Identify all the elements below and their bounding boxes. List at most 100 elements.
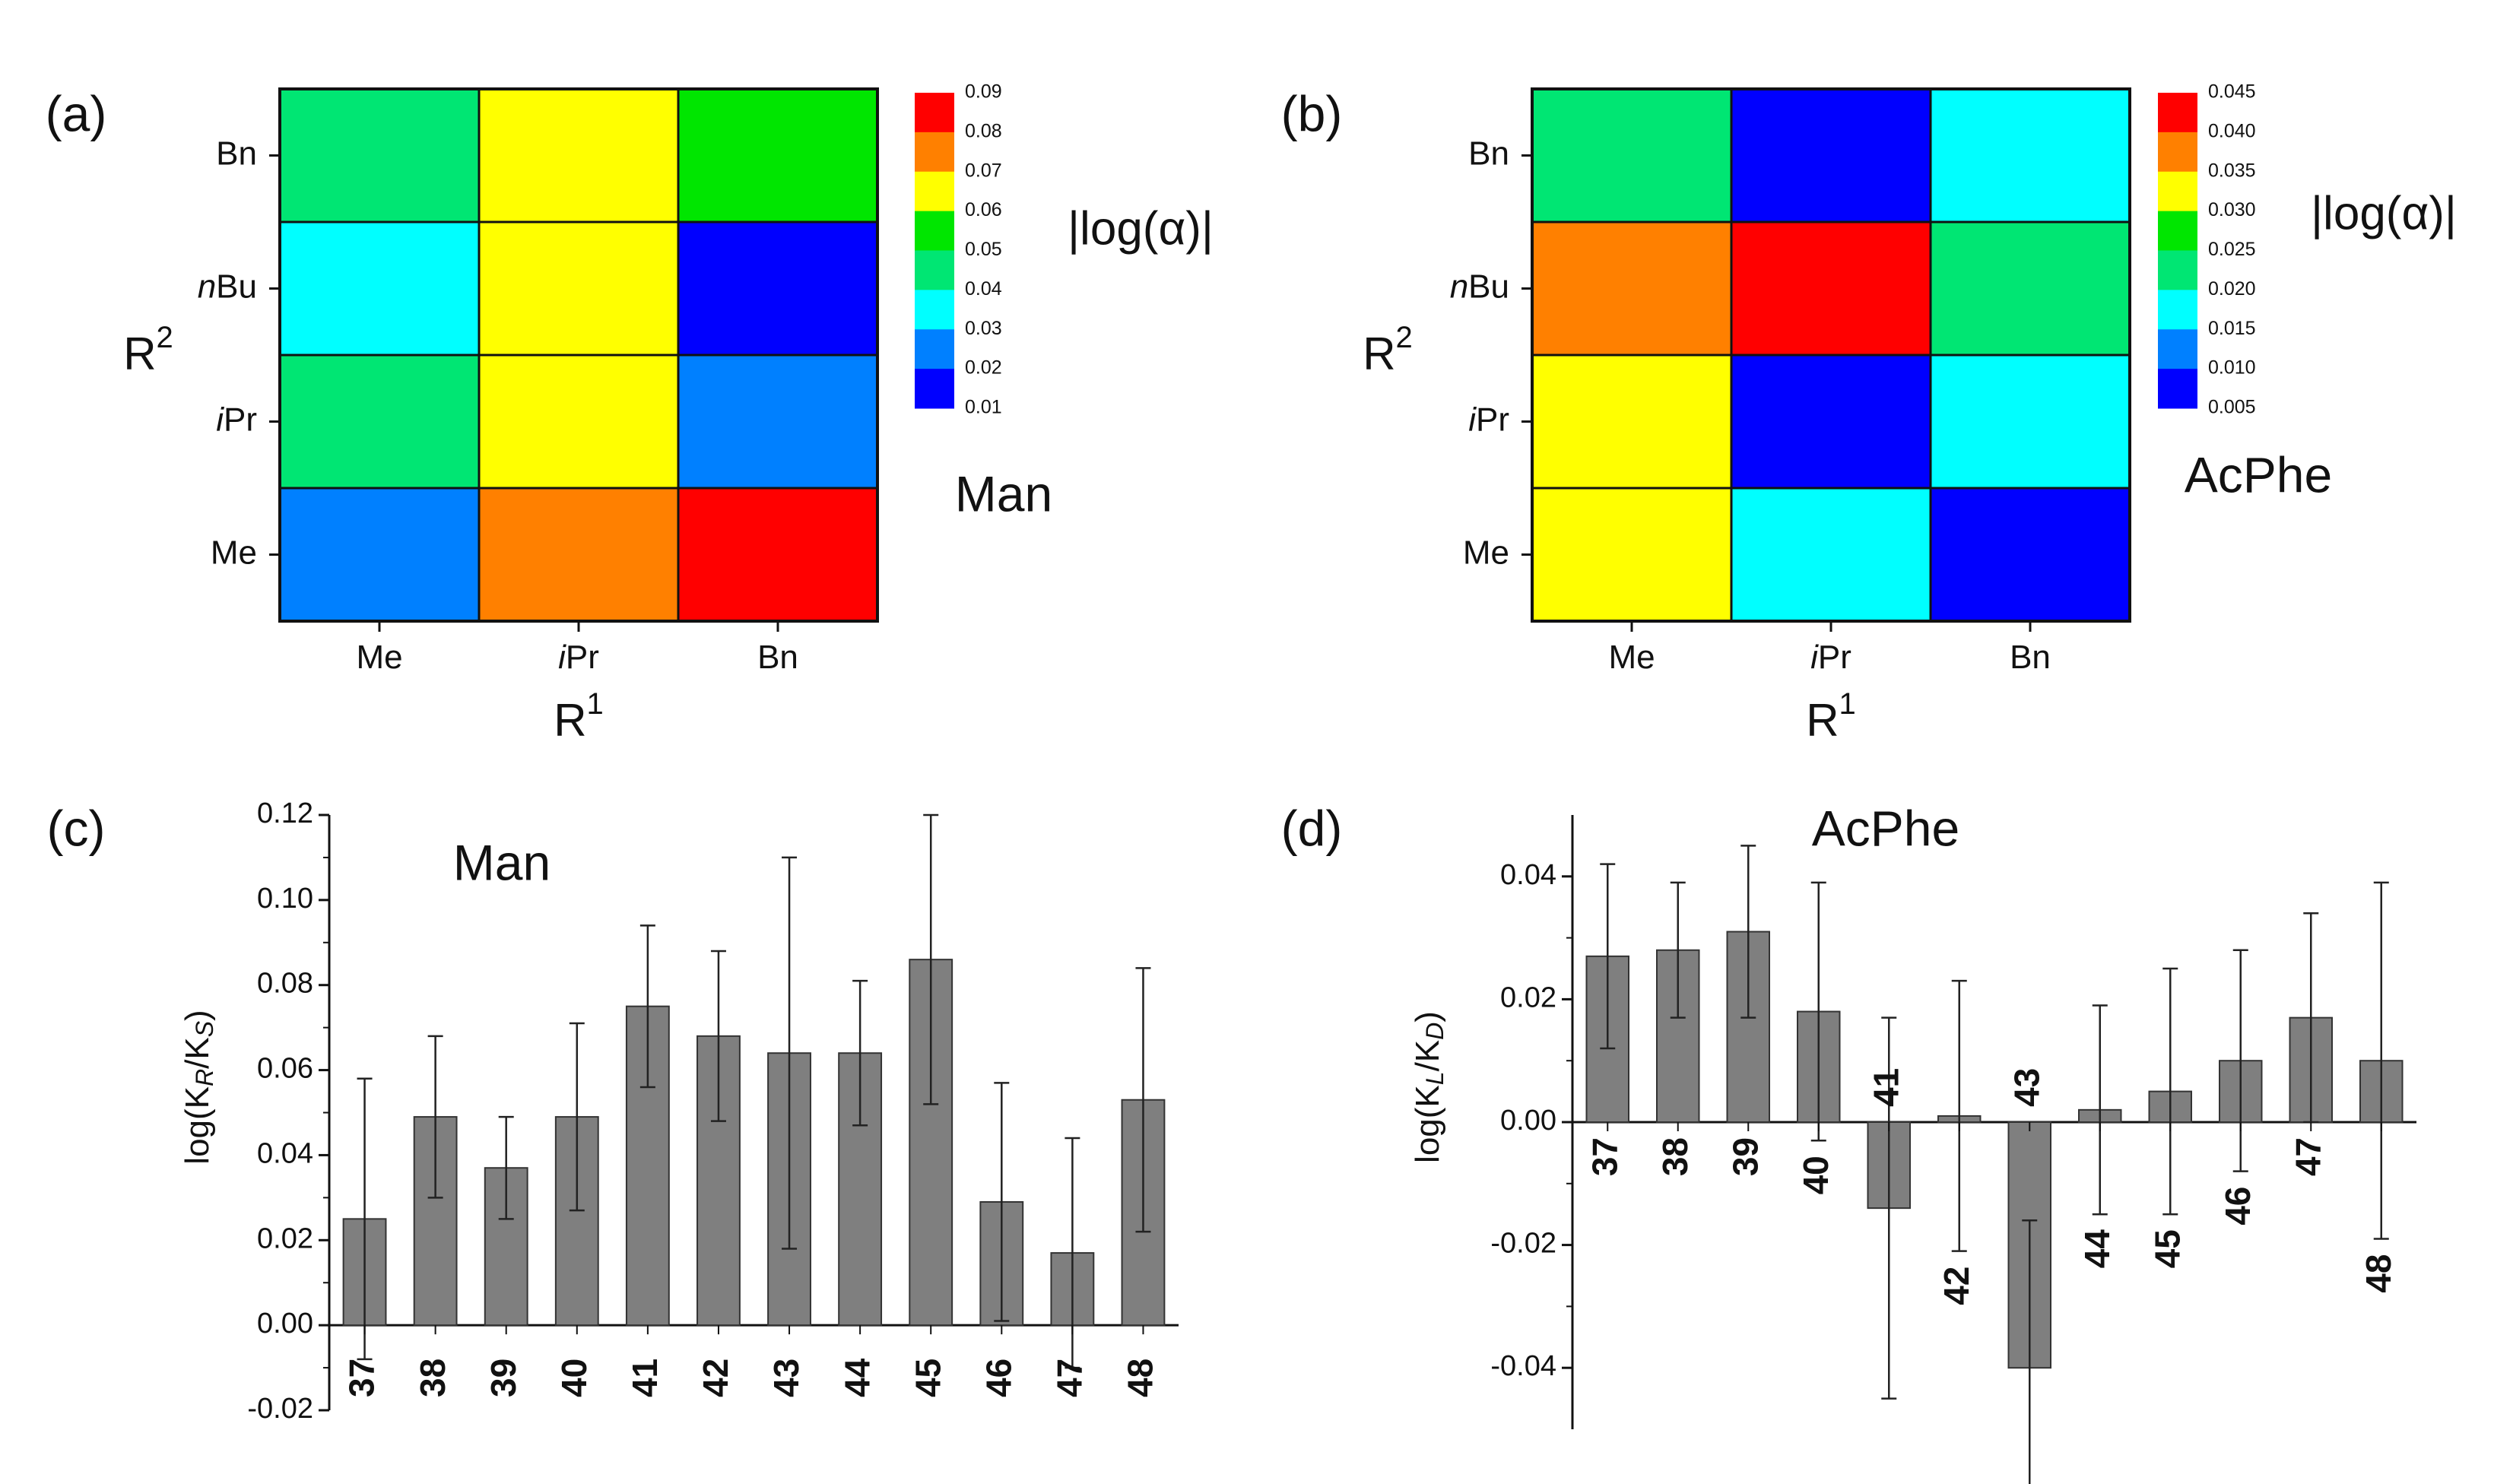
heatmap-grid [278, 87, 879, 623]
heatmap-cell [278, 87, 481, 224]
x-category-label: 40 [1796, 1156, 1836, 1194]
label-name: Pr [1818, 639, 1851, 676]
axis-title-main: R [1363, 328, 1395, 379]
y-tick-label: 0.12 [257, 797, 313, 829]
x-category-label: 48 [1121, 1359, 1160, 1397]
colorbar-tick-label: 0.015 [2208, 318, 2256, 339]
heatmap-cell [1929, 87, 2131, 224]
x-category-label: Bn [757, 639, 798, 676]
y-category-label: nBu [198, 268, 257, 305]
y-tick-label: 0.02 [257, 1222, 313, 1254]
axis-title-main: /K [1409, 1040, 1446, 1072]
y-axis-title: log(KR/KS) [179, 1010, 219, 1164]
label-prefix: n [198, 268, 216, 305]
x-category-label: 44 [837, 1358, 877, 1397]
label-name: Me [1608, 639, 1655, 676]
heatmap-cell [1730, 487, 1932, 623]
axis-title-superscript: 2 [1396, 321, 1413, 354]
heatmap-cell [1929, 487, 2131, 623]
label-name: Bn [1468, 135, 1509, 172]
x-category-label: 38 [413, 1359, 452, 1397]
label-name: Bn [216, 135, 257, 172]
x-axis-title: R1 [554, 687, 604, 746]
heatmap-cell [1531, 87, 1733, 224]
y-tick-label: 0.08 [257, 968, 313, 1000]
colorbar-tick-label: 0.05 [965, 239, 1002, 260]
heatmap-cell [677, 354, 879, 490]
x-category-label: 46 [2218, 1187, 2258, 1226]
x-category-label: Me [356, 639, 402, 676]
label-prefix: n [1450, 268, 1468, 305]
x-category-label: 46 [979, 1359, 1018, 1397]
y-axis-title: R2 [123, 321, 173, 379]
heatmap-cell [1730, 87, 1932, 224]
label-prefix: i [1810, 639, 1819, 676]
y-tick-label: 0.04 [1500, 859, 1556, 891]
axis-title-subscript: D [1421, 1023, 1448, 1040]
colorbar-tick-label: 0.06 [965, 199, 1002, 220]
colorbar-tick-label: 0.09 [965, 81, 1002, 103]
axis-title-subscript: R [191, 1069, 218, 1086]
heatmap-cell [1929, 354, 2131, 490]
label-name: Pr [566, 639, 599, 676]
heatmap-cell [1929, 220, 2131, 357]
x-category-label: 45 [2147, 1229, 2187, 1268]
y-category-label: iPr [1468, 401, 1509, 438]
colorbar-tick-label: 0.030 [2208, 199, 2256, 220]
x-category-label: 43 [766, 1359, 806, 1397]
heatmap-cell [478, 354, 680, 490]
y-category-label: iPr [216, 401, 257, 438]
colorbar-segment [2158, 171, 2197, 212]
x-category-label: Me [1608, 639, 1655, 676]
y-category-label: nBu [1450, 268, 1509, 305]
x-category-label: 47 [2288, 1137, 2327, 1176]
axis-title-main: /K [179, 1037, 216, 1069]
label-name: Bn [757, 639, 798, 676]
y-tick-label: 0.06 [257, 1053, 313, 1085]
colorbar-tick-label: 0.03 [965, 318, 1002, 339]
colorbar-tick-label: 0.01 [965, 397, 1002, 418]
x-category-label: 45 [908, 1359, 947, 1397]
axis-title-superscript: 1 [1839, 687, 1856, 721]
chart-title: AcPhe [1812, 800, 1959, 856]
axis-title-main: R [1806, 695, 1839, 746]
y-category-label: Bn [1468, 135, 1509, 172]
colorbar-tick-label: 0.010 [2208, 357, 2256, 379]
colorbar-tick-label: 0.005 [2208, 397, 2256, 418]
y-axis-title: log(KL/KD) [1409, 1011, 1449, 1163]
heatmap-cell [677, 220, 879, 357]
y-tick-label: 0.10 [257, 883, 313, 915]
x-category-label: 43 [2007, 1068, 2046, 1107]
colorbar-tick-label: 0.02 [965, 357, 1002, 379]
axis-title-main: log(K [179, 1086, 216, 1165]
label-prefix: i [216, 401, 224, 438]
colorbar-segment [915, 93, 954, 133]
x-category-label: 40 [554, 1359, 594, 1397]
chart-title: Man [453, 834, 551, 890]
axis-title-main: R [554, 695, 586, 746]
colorbar-segment [2158, 329, 2197, 369]
colorbar-segment [915, 329, 954, 369]
axis-title-main: ) [1409, 1011, 1446, 1023]
x-category-label: 39 [1725, 1137, 1765, 1176]
panel-label: (a) [46, 85, 107, 141]
label-name: Bu [1468, 268, 1509, 305]
colorbar-label: |log(α)| [2311, 187, 2457, 239]
colorbar-segment [2158, 369, 2197, 409]
chart-title: AcPhe [2185, 446, 2332, 503]
axis-title-subscript: S [191, 1021, 218, 1037]
x-category-label: 37 [342, 1359, 382, 1397]
heatmap-cell [1531, 220, 1733, 357]
heatmap-cell [478, 487, 680, 623]
colorbar-tick-label: 0.035 [2208, 160, 2256, 181]
chart-title: Man [955, 465, 1052, 522]
x-category-label: iPr [1810, 639, 1851, 676]
axis-title-superscript: 1 [587, 687, 604, 721]
y-tick-label: 0.02 [1500, 981, 1556, 1013]
axis-title-superscript: 2 [157, 321, 173, 354]
colorbar-tick-label: 0.04 [965, 278, 1002, 300]
colorbar-segment [2158, 93, 2197, 133]
colorbar-tick-label: 0.040 [2208, 120, 2256, 141]
x-category-label: 41 [625, 1359, 665, 1397]
colorbar-tick-label: 0.045 [2208, 81, 2256, 103]
